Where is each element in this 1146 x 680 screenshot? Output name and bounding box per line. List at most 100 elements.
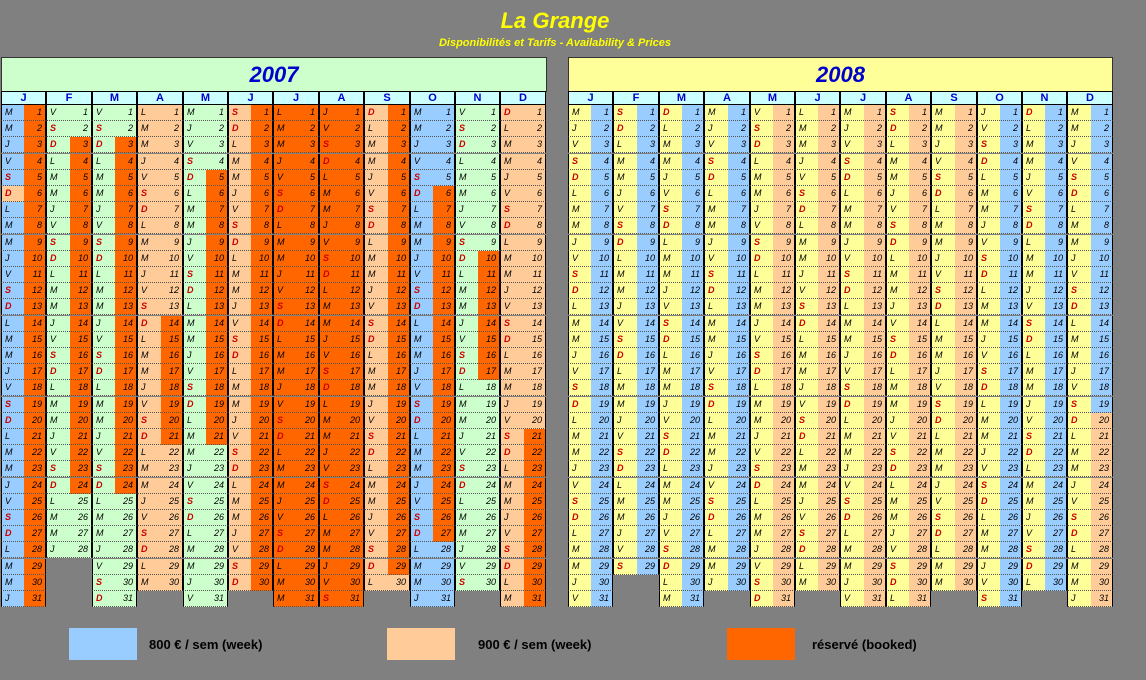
day-number: 7	[309, 204, 315, 214]
weekday-letter: S	[5, 512, 12, 522]
day-cell: L 24	[228, 478, 273, 494]
month-header: J	[795, 91, 840, 105]
day-cell: M 25	[613, 494, 659, 510]
day-number: 18	[258, 382, 269, 392]
weekday-letter: M	[1071, 107, 1079, 117]
weekday-letter: M	[617, 496, 625, 506]
weekday-letter: D	[187, 399, 194, 409]
day-number: 8	[127, 220, 133, 230]
weekday-letter: V	[187, 253, 194, 263]
weekday-letter: M	[50, 301, 58, 311]
weekday-letter: L	[617, 139, 623, 149]
day-cell: M 19	[886, 397, 931, 413]
weekday-letter: J	[368, 512, 373, 522]
day-number: 10	[485, 253, 496, 263]
day-number: 9	[173, 237, 179, 247]
weekday-letter: M	[1026, 253, 1034, 263]
weekday-letter: J	[708, 123, 713, 133]
weekday-letter: V	[1026, 188, 1033, 198]
day-number: 5	[740, 172, 746, 182]
day-number: 9	[490, 237, 496, 247]
day-number: 21	[871, 431, 882, 441]
day-number: 7	[649, 204, 655, 214]
weekday-letter: J	[323, 220, 328, 230]
day-cell: J 27	[228, 526, 273, 542]
day-cell: J 25	[795, 494, 840, 510]
weekday-letter: M	[277, 253, 285, 263]
day-number: 26	[916, 512, 927, 522]
weekday-letter: V	[141, 399, 148, 409]
day-cell: M 11	[228, 267, 273, 283]
day-cell: M 21	[568, 429, 613, 445]
day-number: 14	[689, 318, 700, 328]
weekday-letter: D	[50, 366, 57, 376]
day-cell: M 12	[613, 283, 659, 299]
day-number: 16	[689, 350, 700, 360]
day-number: 9	[967, 237, 973, 247]
day-cell: L 29	[273, 559, 319, 575]
day-cell: M 22	[183, 445, 228, 461]
day-cell: M 11	[886, 267, 931, 283]
day-number: 12	[31, 285, 42, 295]
weekday-letter: L	[617, 366, 623, 376]
weekday-letter: J	[96, 318, 101, 328]
day-number: 24	[531, 480, 542, 490]
weekday-letter: S	[617, 220, 624, 230]
month-header: D	[500, 91, 546, 105]
day-number: 5	[127, 172, 133, 182]
day-cell: L 13	[568, 299, 613, 315]
day-cell: S 26	[1067, 510, 1113, 526]
day-number: 3	[1012, 139, 1018, 149]
legend-swatch-booked	[727, 628, 795, 660]
weekday-letter: J	[663, 172, 668, 182]
day-cell: J 17	[931, 364, 977, 380]
day-number: 1	[400, 107, 406, 117]
weekday-letter: M	[1026, 269, 1034, 279]
weekday-letter: D	[890, 350, 897, 360]
day-number: 29	[780, 561, 791, 571]
weekday-letter: V	[504, 415, 511, 425]
weekday-letter: L	[572, 528, 578, 538]
day-cell: V 30	[319, 575, 364, 591]
weekday-letter: J	[572, 237, 577, 247]
day-number: 27	[644, 528, 655, 538]
day-number: 21	[962, 431, 973, 441]
weekday-letter: D	[141, 431, 148, 441]
weekday-letter: L	[187, 301, 193, 311]
weekday-letter: J	[504, 172, 509, 182]
day-number: 10	[168, 253, 179, 263]
month-header: J	[228, 91, 273, 105]
day-number: 17	[689, 366, 700, 376]
day-number: 5	[400, 172, 406, 182]
day-number: 17	[122, 366, 133, 376]
day-number: 13	[213, 301, 224, 311]
day-cell: S 20	[137, 413, 183, 429]
weekday-letter: D	[1026, 107, 1033, 117]
weekday-letter: V	[187, 139, 194, 149]
day-number: 20	[122, 415, 133, 425]
day-cell: L 14	[1067, 316, 1113, 332]
day-cell: S 16	[46, 348, 92, 364]
weekday-letter: M	[890, 399, 898, 409]
day-cell: J 15	[977, 332, 1022, 348]
weekday-letter: D	[844, 172, 851, 182]
day-cell: D 10	[455, 251, 500, 267]
day-number: 19	[735, 399, 746, 409]
weekday-letter: M	[981, 528, 989, 538]
weekday-letter: V	[323, 463, 330, 473]
weekday-letter: D	[1071, 301, 1078, 311]
weekday-letter: M	[414, 463, 422, 473]
day-number: 20	[962, 415, 973, 425]
day-number: 13	[644, 301, 655, 311]
day-number: 8	[82, 220, 88, 230]
day-number: 3	[785, 139, 791, 149]
day-cell: L 14	[410, 316, 455, 332]
